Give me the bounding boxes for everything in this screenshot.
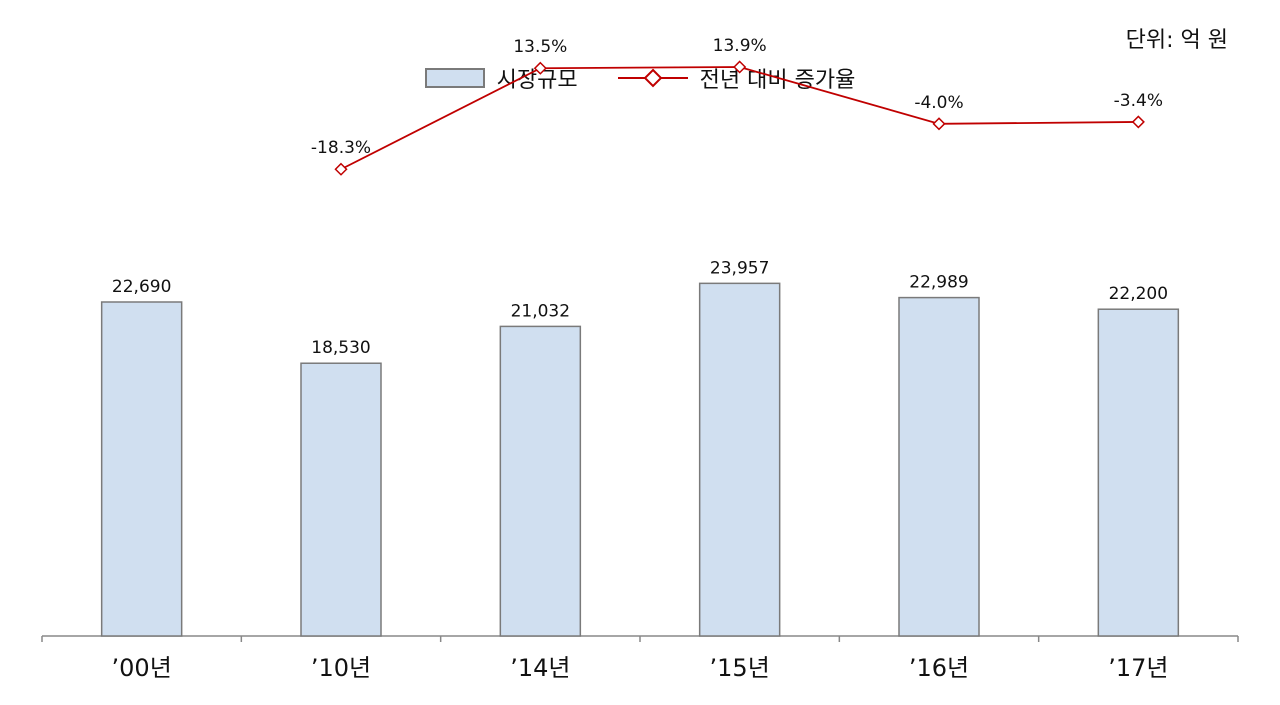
legend-bar-label: 시장규모 — [496, 68, 578, 93]
x-tick-label: ’10년 — [311, 654, 371, 682]
bar-value-label: 21,032 — [511, 301, 570, 321]
bar-market-size — [1097, 308, 1180, 637]
growth-rate-marker — [733, 60, 747, 74]
bar-value-label: 22,989 — [909, 273, 968, 293]
legend-item-line: 전년 대비 증가율 — [617, 62, 856, 94]
bar-value-label: 22,200 — [1109, 284, 1168, 304]
x-tick-label: ’15년 — [710, 654, 770, 682]
growth-rate-marker — [334, 162, 348, 176]
bar-market-size — [300, 362, 382, 637]
bar-value-label: 18,530 — [311, 338, 370, 358]
x-tick-label: ’17년 — [1108, 654, 1168, 682]
x-tick-label: ’16년 — [909, 654, 969, 682]
legend-line-swatch — [617, 68, 688, 88]
chart-legend: 시장규모 전년 대비 증가율 — [0, 62, 1280, 94]
bar-market-size — [499, 325, 582, 637]
growth-rate-label: -18.3% — [311, 138, 371, 158]
x-tick-label: ’14년 — [510, 654, 570, 682]
bar-value-label: 23,957 — [710, 258, 769, 278]
x-tick-label: ’00년 — [112, 654, 172, 682]
growth-rate-label: -4.0% — [914, 93, 963, 113]
growth-rate-marker — [533, 61, 547, 75]
bar-market-size — [100, 301, 183, 637]
legend-bar-swatch — [424, 68, 485, 88]
bar-value-label: 22,690 — [112, 277, 171, 297]
unit-label: 단위: 억 원 — [1125, 28, 1228, 53]
growth-rate-marker — [932, 117, 946, 131]
growth-rate-marker — [1131, 115, 1145, 129]
growth-rate-label: -3.4% — [1114, 91, 1163, 111]
bar-market-size — [898, 296, 980, 637]
legend-line-label: 전년 대비 증가율 — [699, 68, 856, 93]
growth-rate-label: 13.9% — [713, 36, 767, 56]
bar-market-size — [698, 282, 781, 637]
legend-item-bar: 시장규모 — [424, 62, 578, 94]
growth-rate-label: 13.5% — [513, 37, 567, 57]
growth-rate-line — [340, 66, 1139, 171]
